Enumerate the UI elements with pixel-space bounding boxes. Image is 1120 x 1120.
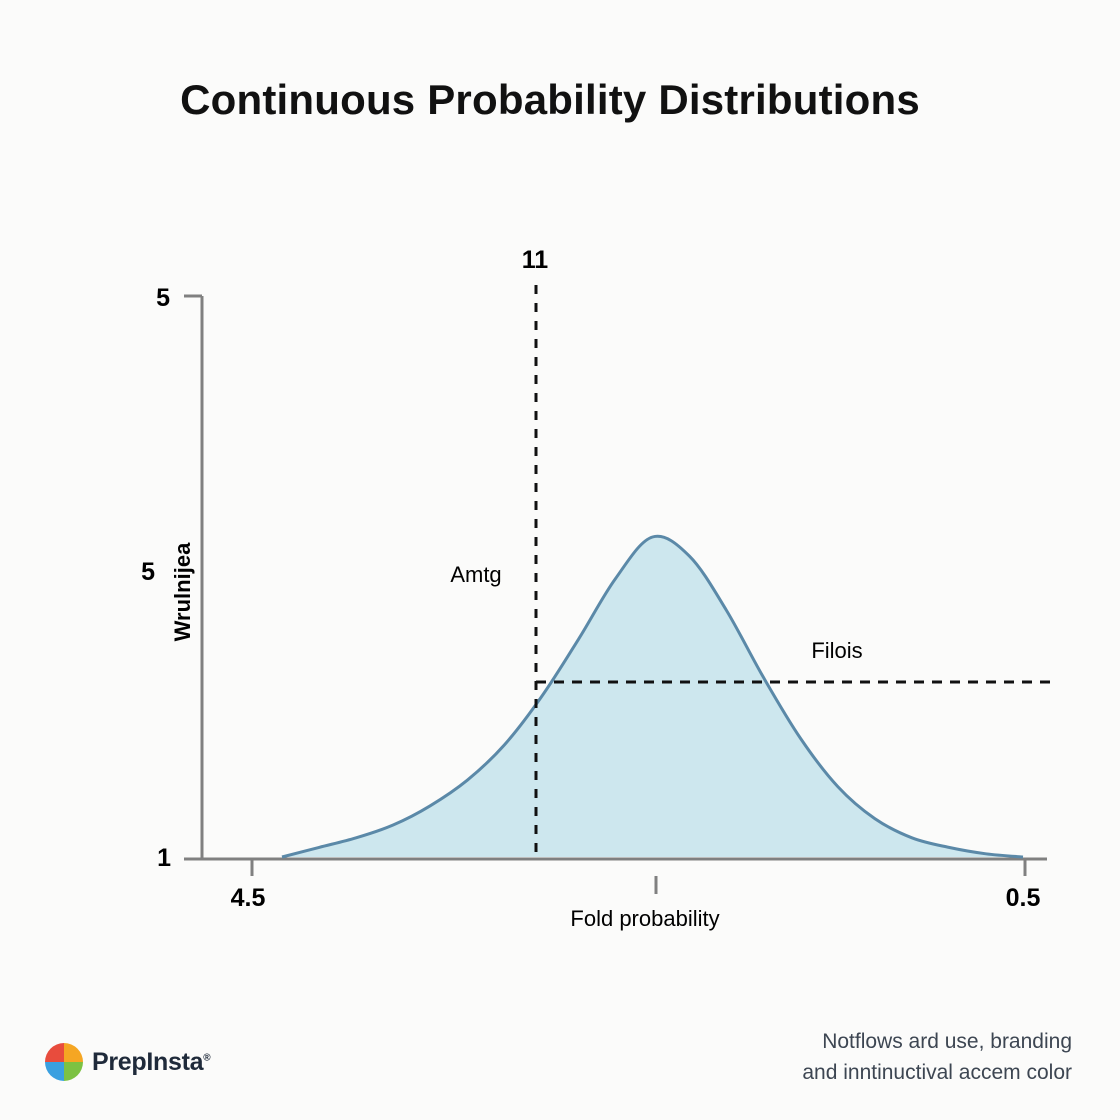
annotation-left-label: Amtg (450, 562, 501, 587)
y-tick-label-middle: 5 (141, 558, 155, 586)
vertical-line-label: 11 (522, 246, 549, 274)
x-tick-label-right: 0.5 (1006, 884, 1041, 912)
y-axis-label: Wrulnijea (170, 542, 195, 641)
footnote: Notflows ard use, branding and inntinuct… (732, 1026, 1072, 1088)
brand-logo: PrepInsta® (44, 1042, 211, 1082)
footnote-line-2: and inntinuctival accem color (802, 1061, 1072, 1084)
footnote-line-1: Notflows ard use, branding (822, 1030, 1072, 1053)
y-tick-label-top: 5 (156, 284, 170, 312)
x-axis-label: Fold probability (570, 906, 719, 931)
page-title: Continuous Probability Distributions (180, 76, 920, 123)
brand-registered-mark: ® (203, 1052, 211, 1064)
prepinsta-logo-icon (45, 1043, 83, 1081)
y-tick-label-bottom: 1 (157, 844, 171, 872)
brand-name: PrepInsta (92, 1047, 204, 1076)
annotation-right-label: Filois (811, 638, 862, 663)
distribution-curve (281, 534, 1024, 859)
x-tick-label-left: 4.5 (231, 884, 266, 912)
distribution-area (282, 536, 1023, 857)
